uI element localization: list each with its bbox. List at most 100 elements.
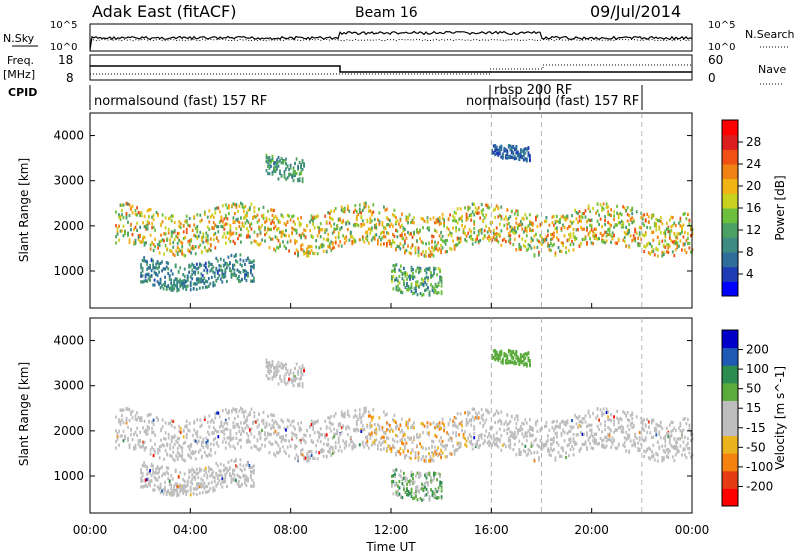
echo-cell [306,452,308,456]
echo-cell [437,424,439,429]
echo-cell [402,237,405,241]
echo-cell [251,279,254,283]
echo-cell [617,418,620,422]
date-title: 09/Jul/2014 [590,2,681,21]
echo-cell [223,223,226,227]
echo-cell [452,444,454,448]
echo-cell [206,490,209,494]
echo-cell [643,454,646,459]
echo-cell [641,419,644,423]
echo-cell [143,484,145,488]
echo-cell [434,450,436,454]
echo-cell [289,172,292,176]
echo-cell [437,486,440,490]
echo-cell [439,474,441,479]
echo-cell [280,435,283,439]
echo-cell [682,428,685,432]
echo-cell [688,246,691,250]
echo-cell [295,157,298,161]
echo-cell [250,407,253,411]
echo-cell [427,483,429,487]
echo-cell [150,464,153,468]
echo-cell [492,349,495,353]
echo-cell [425,254,427,258]
echo-cell [167,271,170,276]
echo-cell [688,241,691,245]
echo-cell [678,244,680,248]
echo-cell [620,224,623,228]
echo-cell [687,232,689,236]
echo-cell [411,449,414,453]
nsearch-trace [89,38,693,42]
echo-cell [151,215,153,219]
echo-cell [583,432,585,436]
echo-cell [151,427,153,431]
echo-cell [589,414,591,419]
echo-cell [440,481,443,485]
echo-cell [605,239,608,243]
echo-cell [146,262,148,266]
echo-cell [643,439,646,443]
echo-cell [219,277,222,281]
echo-cell [268,166,271,170]
echo-cell [246,424,248,428]
echo-cell [512,361,515,365]
echo-cell [292,178,295,182]
echo-cell [577,416,579,420]
echo-cell [450,247,453,251]
echo-cell [568,438,570,442]
echo-cell [264,433,266,437]
echo-cell [179,487,182,491]
echo-cell [316,457,319,461]
echo-cell [474,240,477,244]
echo-cell [214,436,217,441]
echo-cell [510,350,513,354]
echo-cell [349,231,352,235]
echo-cell [644,233,647,237]
echo-cell [426,421,429,425]
echo-cell [202,440,205,444]
echo-cell [664,245,667,249]
echo-cell [515,217,518,221]
echo-cell [592,447,594,451]
echo-cell [464,206,466,210]
echo-cell [226,436,229,440]
echo-cell [294,251,296,255]
echo-cell [431,245,433,249]
echo-cell [166,247,169,251]
echo-cell [325,238,328,242]
echo-cell [176,251,179,255]
echo-cell [355,427,358,431]
echo-cell [431,240,433,244]
echo-cell [258,227,260,231]
echo-cell [267,369,269,374]
echo-cell [212,270,215,274]
echo-cell [140,468,142,472]
echo-cell [238,438,241,442]
echo-cell [331,447,334,451]
echo-cell [232,436,235,440]
echo-cell [205,239,208,243]
echo-cell [271,375,274,379]
echo-cell [415,489,417,493]
echo-cell [665,448,668,452]
echo-cell [519,428,522,432]
echo-cell [401,441,403,445]
echo-cell [178,429,181,433]
echo-cell [158,265,160,269]
echo-cell [165,287,168,291]
echo-cell [399,452,402,456]
echo-cell [355,415,358,419]
echo-cell [128,213,131,218]
echo-cell [650,435,653,439]
echo-cell [407,288,410,292]
echo-cell [550,453,552,457]
cpid-mode-1: normalsound (fast) 157 RF [94,94,267,109]
echo-cell [330,414,333,418]
echo-cell [529,432,531,436]
echo-cell [264,425,266,429]
echo-cell [580,226,582,230]
echo-cell [626,213,629,217]
